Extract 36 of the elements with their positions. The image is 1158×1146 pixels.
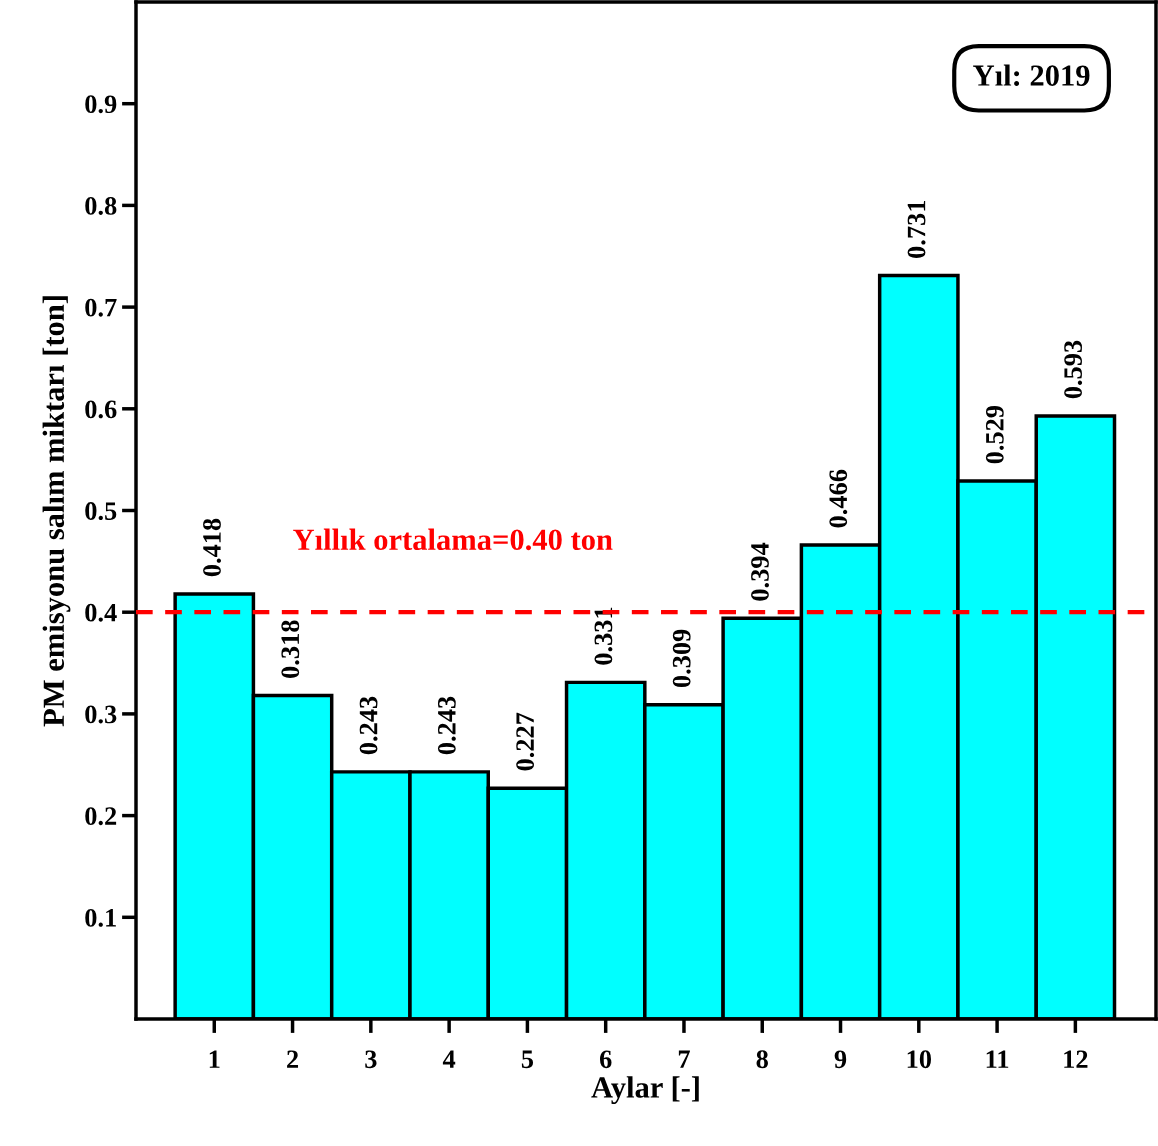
y-tick-label: 0.4 [85,603,117,622]
x-tick-label: 9 [834,1050,847,1069]
data-label: 0.243 [437,696,456,755]
data-label: 0.243 [359,696,378,755]
data-label: 0.318 [281,620,300,678]
x-tick-label: 4 [442,1050,456,1068]
y-tick-label: 0.2 [85,807,117,826]
data-label: 0.529 [985,405,1004,464]
x-tick-label: 6 [599,1050,612,1069]
ref-line-label: Yıllık ortalama=0.40 ton [293,528,613,551]
annotation: Yıl: 2019 [973,64,1090,87]
data-label: 0.466 [829,469,848,528]
x-tick-label: 8 [756,1050,768,1069]
y-tick-label: 0.1 [85,908,116,927]
data-label: 0.394 [751,542,769,601]
x-tick-label: 3 [365,1050,377,1069]
data-label: 0.418 [203,518,221,577]
y-tick-label: 0.3 [85,705,117,724]
y-axis-title: PM emisyonu salım miktarı [ton] [42,296,71,727]
x-tick-label: 5 [521,1050,534,1069]
x-tick-label: 2 [287,1050,299,1068]
y-tick-label: 0.6 [85,400,117,419]
x-axis-title: Aylar [-] [591,1076,699,1105]
data-label: 0.227 [516,712,535,771]
x-tick-label: 10 [907,1050,931,1069]
y-tick-label: 0.5 [85,502,117,521]
x-tick-label: 12 [1064,1050,1088,1068]
data-label: 0.309 [672,629,691,688]
data-label: 0.593 [1064,340,1083,399]
y-tick-label: 0.9 [85,95,117,114]
y-tick-label: 0.7 [85,298,117,317]
x-tick-label: 1 [209,1050,220,1068]
x-tick-label: 7 [678,1050,690,1068]
data-label: 0.731 [907,200,926,258]
x-tick-label: 11 [986,1050,1009,1068]
y-tick-label: 0.8 [85,197,117,215]
